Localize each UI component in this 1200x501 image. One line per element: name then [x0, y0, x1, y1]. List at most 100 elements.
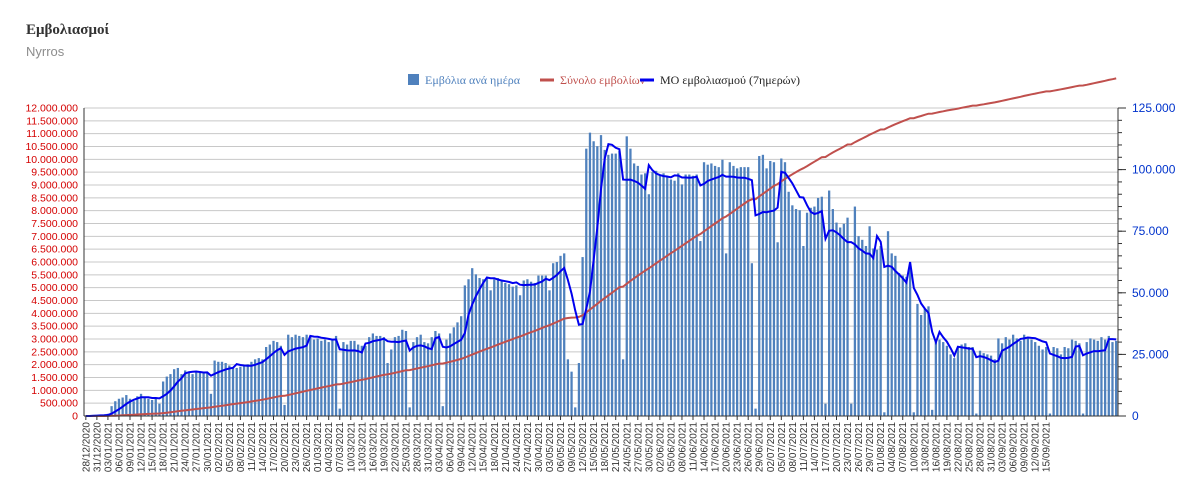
- left-axis-tick-label: 6.500.000: [31, 244, 78, 256]
- bar: [463, 285, 466, 416]
- bar: [1059, 354, 1063, 416]
- bar: [570, 371, 573, 416]
- bar: [1096, 340, 1099, 416]
- bar: [529, 281, 533, 416]
- x-axis-tick-label: 01/08/2021: [876, 422, 887, 472]
- bar: [953, 358, 956, 416]
- x-axis-tick-label: 22/03/2021: [390, 422, 401, 472]
- left-axis-tick-label: 0: [72, 411, 78, 423]
- bar: [559, 255, 562, 416]
- bar: [1100, 337, 1103, 416]
- legend: Εμβόλια ανά ημέρα Σύνολο εμβολίων ΜΟ εμβ…: [408, 73, 800, 87]
- bar: [110, 406, 113, 416]
- chart-subtitle: Nyrros: [26, 44, 65, 59]
- bar: [253, 359, 257, 416]
- left-axis-tick-label: 12.000.000: [25, 103, 78, 115]
- bar: [945, 345, 949, 416]
- x-axis-tick-label: 05/06/2021: [666, 422, 677, 472]
- left-axis-tick-label: 1.000.000: [31, 385, 78, 397]
- x-axis-tick-label: 09/09/2021: [1020, 422, 1031, 472]
- bar: [209, 393, 213, 416]
- bar: [176, 367, 179, 416]
- bar: [805, 212, 809, 416]
- legend-label-avg: ΜΟ εμβολιασμού (7ημερών): [660, 73, 800, 87]
- x-axis-tick-label: 23/02/2021: [291, 422, 302, 472]
- x-axis-tick-label: 31/08/2021: [987, 422, 998, 472]
- bar: [198, 372, 202, 416]
- x-axis-tick-label: 13/08/2021: [920, 422, 931, 472]
- bar: [1034, 342, 1037, 416]
- bar: [585, 148, 588, 416]
- bar: [518, 295, 522, 416]
- x-axis-tick-label: 09/04/2021: [457, 422, 468, 472]
- right-axis-tick-label: 50.000: [1132, 286, 1169, 300]
- x-axis-tick-label: 18/05/2021: [600, 422, 611, 472]
- bar: [743, 167, 746, 416]
- x-axis-tick-label: 03/04/2021: [435, 422, 446, 472]
- bar: [614, 153, 617, 417]
- bar: [960, 344, 963, 416]
- x-axis-tick-label: 19/08/2021: [942, 422, 953, 472]
- bar: [1092, 339, 1096, 416]
- bar: [577, 363, 581, 416]
- bar: [169, 374, 172, 416]
- bar: [515, 285, 518, 416]
- bar: [982, 353, 985, 416]
- bar: [739, 167, 742, 416]
- bar: [886, 231, 890, 416]
- left-axis-tick-label: 5.500.000: [31, 269, 78, 281]
- bar: [283, 404, 286, 416]
- bar: [610, 153, 614, 417]
- bar: [1037, 345, 1041, 416]
- x-axis-tick-label: 25/03/2021: [401, 422, 412, 472]
- x-axis-tick-label: 15/05/2021: [589, 422, 600, 472]
- moving-average-line: [85, 142, 1117, 417]
- x-axis-tick-label: 21/01/2021: [170, 422, 181, 472]
- bar: [136, 396, 139, 416]
- bar: [507, 284, 511, 416]
- x-axis-tick-label: 12/04/2021: [468, 422, 479, 472]
- bar: [1048, 413, 1052, 416]
- bar: [445, 339, 448, 416]
- bar: [482, 279, 485, 416]
- x-axis-tick-label: 07/03/2021: [335, 422, 346, 472]
- bar: [736, 168, 739, 416]
- bar: [758, 156, 761, 416]
- bar: [949, 354, 952, 416]
- bar: [511, 286, 514, 416]
- x-axis-tick-label: 01/03/2021: [313, 422, 324, 472]
- bar: [265, 347, 268, 416]
- left-axis-tick-label: 10.000.000: [25, 154, 78, 166]
- bar: [986, 354, 989, 416]
- bar: [452, 327, 455, 416]
- x-axis-tick-label: 20/06/2021: [722, 422, 733, 472]
- bar: [206, 372, 209, 416]
- bar: [526, 279, 529, 416]
- bar: [393, 337, 397, 416]
- bar: [912, 412, 915, 416]
- bar: [154, 398, 157, 416]
- x-axis-tick-label: 22/08/2021: [953, 422, 964, 472]
- bar: [448, 333, 452, 416]
- bar: [195, 371, 198, 416]
- x-axis-tick-label: 26/02/2021: [302, 422, 313, 472]
- bar: [191, 374, 194, 416]
- bar: [669, 179, 673, 416]
- bar: [316, 338, 319, 416]
- bar: [927, 306, 930, 416]
- bar: [1063, 347, 1066, 416]
- x-axis-tick-label: 02/07/2021: [766, 422, 777, 472]
- bar: [161, 381, 165, 416]
- left-axis-tick-label: 2.500.000: [31, 346, 78, 358]
- left-axis-tick-label: 4.500.000: [31, 295, 78, 307]
- bar: [371, 333, 374, 416]
- x-axis-tick-label: 21/05/2021: [611, 422, 622, 472]
- bar: [710, 163, 713, 416]
- bar: [839, 227, 842, 416]
- bar: [934, 339, 937, 416]
- bar: [791, 205, 794, 416]
- bar: [655, 170, 658, 416]
- bar: [828, 190, 831, 416]
- bar: [474, 274, 478, 416]
